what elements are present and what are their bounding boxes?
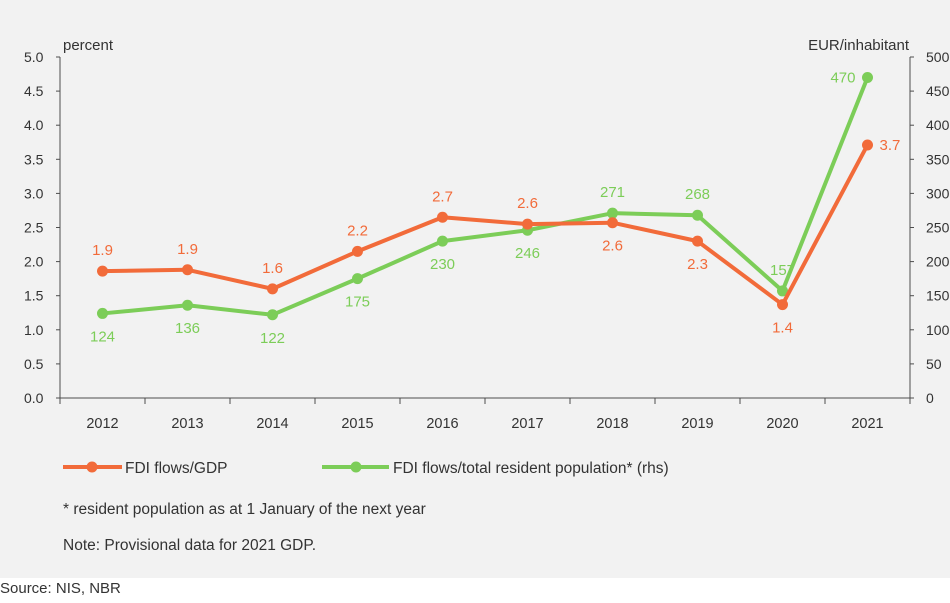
source-text: Source: NIS, NBR (0, 580, 121, 597)
right-tick-label: 250 (926, 220, 950, 236)
data-point-fdi-population (862, 71, 873, 83)
data-label-fdi-population: 230 (430, 256, 455, 273)
left-tick-label: 5.0 (24, 49, 44, 65)
data-point-fdi-population (777, 285, 788, 297)
data-point-fdi-gdp (777, 299, 788, 311)
left-tick-label: 3.5 (24, 151, 44, 167)
legend-marker-fdi-gdp (86, 461, 98, 473)
left-tick-label: 2.0 (24, 254, 44, 270)
right-axis-unit: EUR/inhabitant (808, 37, 910, 54)
x-tick-label: 2015 (341, 416, 373, 432)
footnote: * resident population as at 1 January of… (63, 501, 426, 518)
right-tick-label: 200 (926, 254, 950, 270)
right-tick-label: 500 (926, 49, 950, 65)
chart-panel: 0.0 0.5 1.0 1.5 2.0 2.5 3.0 3.5 4.0 4.5 5.0 0 50 100 1… (0, 0, 950, 578)
data-label-fdi-gdp: 1.4 (772, 320, 793, 337)
data-label-fdi-population: 175 (345, 294, 370, 311)
legend-label-fdi-population: FDI flows/total resident population* (rh… (393, 460, 669, 477)
right-tick-label: 0 (926, 390, 934, 406)
right-tick-label: 400 (926, 117, 950, 133)
legend-label-fdi-gdp: FDI flows/GDP (125, 460, 227, 477)
x-tick-label: 2014 (256, 416, 288, 432)
data-point-fdi-population (352, 273, 363, 285)
left-tick-label: 1.0 (24, 322, 44, 338)
x-tick-label: 2017 (511, 416, 543, 432)
data-point-fdi-gdp (437, 211, 448, 223)
x-tick-label: 2019 (681, 416, 713, 432)
right-tick-label: 100 (926, 322, 950, 338)
data-label-fdi-gdp: 2.3 (687, 256, 708, 273)
data-point-fdi-gdp (607, 217, 618, 229)
data-label-fdi-gdp: 2.2 (347, 222, 368, 239)
data-point-fdi-population (97, 307, 108, 319)
x-tick-label: 2018 (596, 416, 628, 432)
data-label-fdi-gdp: 2.6 (602, 238, 623, 255)
x-tick-label: 2016 (426, 416, 458, 432)
data-label-fdi-population: 136 (175, 320, 200, 337)
data-point-fdi-gdp (692, 235, 703, 247)
x-tick-label: 2020 (766, 416, 798, 432)
right-tick-label: 450 (926, 83, 950, 99)
series-line-fdi-gdp (102, 144, 870, 307)
data-point-fdi-population (267, 309, 278, 321)
legend-marker-fdi-population (350, 461, 362, 473)
data-label-fdi-gdp: 3.7 (880, 137, 901, 154)
x-tick-label: 2021 (851, 416, 883, 432)
data-label-fdi-gdp: 2.7 (432, 188, 453, 205)
data-label-fdi-population: 157 (770, 262, 795, 279)
data-point-fdi-gdp (352, 245, 363, 257)
gdp-note: Note: Provisional data for 2021 GDP. (63, 537, 316, 554)
left-tick-label: 1.5 (24, 288, 44, 304)
data-point-fdi-gdp (267, 283, 278, 295)
data-point-fdi-population (607, 207, 618, 219)
data-point-fdi-gdp (97, 265, 108, 277)
series-layer: 1.9 1.9 1.6 2.2 2.7 2.6 2.6 2.3 1.4 3.7 124 136 122 1… (90, 69, 900, 346)
data-point-fdi-population (692, 209, 703, 221)
legend: FDI flows/GDP FDI flows/total resident p… (63, 460, 669, 477)
right-tick-label: 350 (926, 151, 950, 167)
right-tick-label: 50 (926, 356, 942, 372)
x-tick-label: 2012 (86, 416, 118, 432)
left-tick-label: 0.0 (24, 390, 44, 406)
chart-svg: 0.0 0.5 1.0 1.5 2.0 2.5 3.0 3.5 4.0 4.5 5.0 0 50 100 1… (24, 37, 950, 554)
data-label-fdi-gdp: 1.9 (92, 242, 113, 259)
legend-item-fdi-population: FDI flows/total resident population* (rh… (322, 460, 669, 477)
left-tick-label: 4.0 (24, 117, 44, 133)
data-point-fdi-gdp (522, 218, 533, 230)
data-point-fdi-gdp (862, 139, 873, 151)
data-label-fdi-population: 122 (260, 330, 285, 347)
data-point-fdi-population (437, 235, 448, 247)
right-tick-label: 150 (926, 288, 950, 304)
data-label-fdi-gdp: 2.6 (517, 195, 538, 212)
data-label-fdi-population: 246 (515, 245, 540, 262)
x-tick-label: 2013 (171, 416, 203, 432)
chart-axes: 0.0 0.5 1.0 1.5 2.0 2.5 3.0 3.5 4.0 4.5 5.0 0 50 100 1… (24, 37, 950, 432)
left-tick-label: 4.5 (24, 83, 44, 99)
data-label-fdi-gdp: 1.9 (177, 241, 198, 258)
data-label-fdi-population: 470 (830, 69, 855, 86)
series-line-fdi-population (102, 76, 870, 317)
data-label-fdi-population: 268 (685, 186, 710, 203)
data-label-fdi-population: 124 (90, 328, 115, 345)
left-tick-label: 0.5 (24, 356, 44, 372)
right-tick-label: 300 (926, 185, 950, 201)
data-label-fdi-population: 271 (600, 184, 625, 201)
data-point-fdi-population (182, 299, 193, 311)
data-label-fdi-gdp: 1.6 (262, 260, 283, 277)
data-point-fdi-gdp (182, 264, 193, 276)
left-tick-label: 3.0 (24, 185, 44, 201)
left-axis-unit: percent (63, 37, 114, 54)
left-tick-label: 2.5 (24, 220, 44, 236)
legend-item-fdi-gdp: FDI flows/GDP (63, 460, 227, 477)
